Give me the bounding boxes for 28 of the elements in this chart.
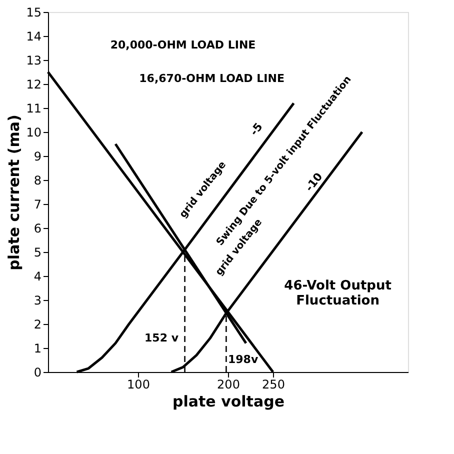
x-axis-title: plate voltage xyxy=(172,392,284,410)
y-axis-title: plate current (ma) xyxy=(5,114,24,270)
x-tick-label: 250 xyxy=(262,378,285,392)
y-tick-label: 0 xyxy=(34,366,42,380)
annotation: -5 xyxy=(248,120,266,138)
y-tick-label: 14 xyxy=(26,30,42,44)
annotation: 16,670-OHM LOAD LINE xyxy=(139,72,284,86)
annotation: 20,000-OHM LOAD LINE xyxy=(110,38,256,52)
y-tick-label: 1 xyxy=(34,342,42,356)
y-tick-label: 2 xyxy=(34,318,42,332)
annotation: 198v xyxy=(228,353,259,366)
y-tick-label: 12 xyxy=(26,78,42,92)
y-tick-label: 5 xyxy=(34,246,42,260)
y-tick-label: 4 xyxy=(34,270,42,284)
annotation: 152 v xyxy=(144,331,180,344)
annotation: -10 xyxy=(302,170,326,194)
y-tick-label: 10 xyxy=(26,126,42,140)
y-tick-label: 11 xyxy=(26,102,42,116)
y-tick-label: 8 xyxy=(34,174,42,188)
x-tick-label: 100 xyxy=(127,378,150,392)
y-tick-label: 9 xyxy=(34,150,42,164)
y-tick-label: 15 xyxy=(26,6,42,20)
y-tick-label: 6 xyxy=(34,222,42,236)
y-tick-label: 13 xyxy=(26,54,42,68)
y-tick-label: 3 xyxy=(34,294,42,308)
x-tick-label: 200 xyxy=(217,378,240,392)
y-tick-label: 7 xyxy=(34,198,42,212)
annotation: 46-Volt Output Fluctuation xyxy=(284,278,392,309)
